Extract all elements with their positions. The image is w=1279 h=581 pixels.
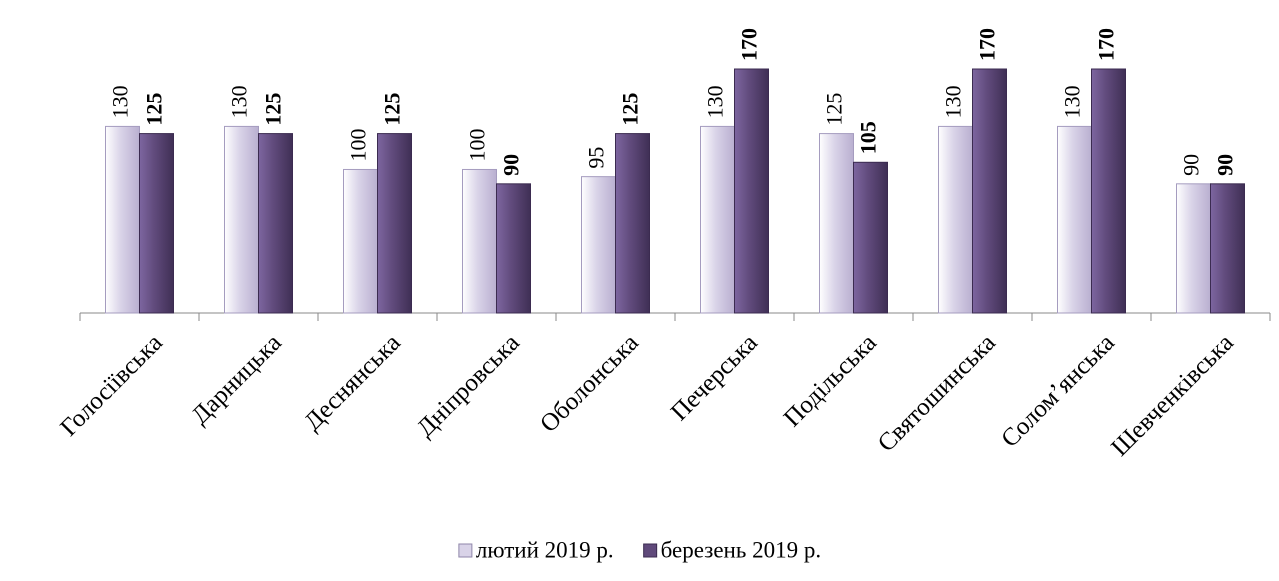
bar [377, 133, 412, 314]
x-tick-label: Печерська [666, 329, 763, 426]
legend-label: березень 2019 р. [661, 537, 821, 562]
bar [1091, 68, 1126, 314]
value-label: 130 [941, 85, 966, 118]
value-label: 125 [261, 93, 286, 126]
value-label: 90 [1179, 154, 1204, 176]
x-tick-label: Дніпровська [412, 329, 525, 442]
legend-swatch [458, 543, 473, 558]
bar [1210, 183, 1245, 314]
value-label: 125 [618, 93, 643, 126]
value-label: 130 [703, 85, 728, 118]
x-tick-label: Оболонська [535, 329, 644, 438]
bar [972, 68, 1007, 314]
value-label: 125 [142, 93, 167, 126]
legend-label: лютий 2019 р. [476, 537, 614, 562]
value-label: 100 [465, 128, 490, 161]
value-label: 170 [1094, 28, 1119, 61]
x-tick-label: Шевченківська [1106, 329, 1238, 461]
value-label: 90 [1213, 154, 1238, 176]
bar [139, 133, 174, 314]
bar [700, 125, 735, 314]
value-label: 95 [584, 147, 609, 169]
value-label: 130 [227, 85, 252, 118]
x-tick-label: Дарницька [186, 329, 286, 429]
x-tick-label: Солом’янська [996, 329, 1120, 453]
x-tick-label: Деснянська [299, 329, 406, 436]
value-label: 125 [822, 93, 847, 126]
bar [105, 125, 140, 314]
bar [938, 125, 973, 314]
bar [1176, 183, 1211, 314]
bar [496, 183, 531, 314]
bar [615, 133, 650, 314]
value-label: 100 [346, 128, 371, 161]
value-label: 90 [499, 154, 524, 176]
bar [343, 168, 378, 314]
bar [581, 176, 616, 314]
bar [819, 133, 854, 314]
bar [1057, 125, 1092, 314]
legend-swatch [643, 543, 658, 558]
bar [853, 161, 888, 314]
bar [462, 168, 497, 314]
value-label: 130 [1060, 85, 1085, 118]
value-label: 105 [856, 121, 881, 154]
bar [224, 125, 259, 314]
x-tick-label: Подільська [779, 329, 882, 432]
value-label: 170 [975, 28, 1000, 61]
value-label: 125 [380, 93, 405, 126]
bar [734, 68, 769, 314]
x-tick-label: Голосіївська [55, 329, 167, 441]
x-tick-label: Святошинська [873, 329, 1001, 457]
bar [258, 133, 293, 314]
value-label: 170 [737, 28, 762, 61]
value-label: 130 [108, 85, 133, 118]
